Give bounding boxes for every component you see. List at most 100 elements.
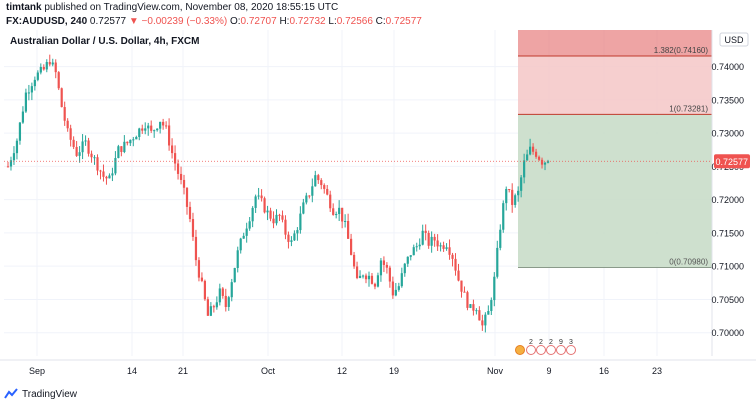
candle-body — [227, 297, 230, 307]
x-tick-label: 23 — [652, 366, 662, 376]
candle-body — [493, 276, 496, 301]
candle-body — [311, 186, 314, 196]
candle-body — [6, 166, 10, 168]
candle-body — [90, 153, 93, 158]
author-name[interactable]: timtank — [6, 2, 42, 13]
candle-body — [102, 171, 105, 177]
candle-body — [173, 153, 177, 164]
y-tick-label: 0.71000 — [711, 262, 744, 272]
candle-body — [27, 92, 30, 94]
candle-body — [320, 180, 323, 186]
candle-body — [135, 136, 138, 140]
candle-body — [415, 246, 418, 248]
time-axis[interactable]: Sep 14 21 Oct 12 19 Nov 9 16 23 — [0, 359, 756, 376]
x-tick-label: Nov — [487, 366, 504, 376]
symbol-label[interactable]: FX:AUDUSD, 240 — [6, 16, 88, 27]
candle-body — [24, 92, 28, 112]
candle-body — [287, 234, 290, 242]
candle-body — [490, 300, 493, 311]
candle-body — [376, 275, 380, 287]
candle-body — [332, 208, 335, 215]
candle-body — [114, 158, 117, 174]
candle-body — [212, 306, 215, 308]
candle-body — [36, 72, 39, 80]
y-tick-label: 0.72000 — [711, 195, 744, 205]
candle-body — [352, 254, 356, 267]
candle-body — [159, 121, 162, 129]
y-tick-label: 0.74000 — [711, 62, 744, 72]
candle-body — [481, 320, 484, 326]
event-count: 2 — [549, 339, 553, 346]
candle-body — [147, 125, 150, 129]
candle-body — [475, 310, 478, 312]
flag-icon — [515, 345, 525, 355]
candle-body — [543, 162, 547, 165]
candle-body — [439, 245, 442, 247]
candle-body — [45, 62, 48, 70]
candle-body — [412, 247, 415, 256]
symbol-line: FX:AUDUSD, 240 0.72577 ▼ −0.00239 (−0.33… — [6, 16, 422, 27]
candle-body — [436, 240, 439, 247]
event-marker — [556, 345, 566, 355]
candle-body — [141, 128, 144, 131]
candle-body — [120, 146, 123, 152]
last-price-tag — [714, 154, 750, 169]
candle-body — [511, 189, 514, 205]
candle-body — [418, 244, 421, 247]
candle-body — [397, 286, 400, 290]
candle-body — [531, 146, 535, 152]
candle-body — [215, 302, 218, 308]
candle-body — [290, 240, 293, 242]
candle-body — [302, 202, 305, 214]
y-tick-label: 0.71500 — [711, 228, 744, 238]
candle-body — [108, 175, 111, 179]
candle-body — [472, 304, 475, 311]
candle-body — [314, 175, 317, 187]
candle-body — [400, 273, 403, 287]
candle-body — [209, 306, 212, 316]
fib-extension-tool[interactable]: 1.382(0.74160) 1(0.73281) 0(0.70980) — [518, 30, 712, 269]
candle-body — [326, 188, 329, 195]
candle-body — [78, 152, 81, 156]
candle-body — [534, 151, 538, 157]
candle-body — [39, 66, 42, 73]
event-count: 9 — [559, 339, 563, 346]
event-marker — [566, 345, 576, 355]
x-tick-label: Sep — [29, 366, 45, 376]
currency-label: USD — [724, 35, 744, 45]
candle-body — [317, 175, 320, 181]
candle-body — [370, 275, 374, 284]
event-marker — [526, 345, 536, 355]
price-axis[interactable]: USD0.740000.735000.730000.725000.720000.… — [711, 30, 750, 356]
candle-body — [546, 161, 550, 163]
x-tick-label: 12 — [337, 366, 347, 376]
candle-body — [260, 195, 263, 199]
candle-body — [138, 128, 141, 137]
candle-body — [126, 141, 129, 144]
candle-body — [385, 264, 388, 268]
candle-body — [176, 163, 180, 174]
candle-body — [502, 203, 505, 230]
published-text: published on TradingView.com, November 0… — [44, 2, 339, 13]
currency-box — [719, 32, 749, 47]
candle-body — [275, 214, 278, 224]
candle-body — [150, 125, 153, 131]
candle-body — [433, 236, 436, 241]
candle-body — [81, 141, 84, 153]
x-tick-label: 21 — [178, 366, 188, 376]
candle-body — [93, 157, 96, 159]
event-count: 3 — [569, 339, 573, 346]
candle-body — [69, 128, 72, 140]
x-tick-label: 9 — [546, 366, 551, 376]
candle-body — [391, 281, 394, 296]
brand-name[interactable]: TradingView — [22, 388, 78, 400]
candle-body — [296, 230, 299, 234]
candle-body — [156, 128, 159, 131]
candle-body — [105, 176, 108, 179]
candle-body — [63, 107, 66, 121]
candle-body — [54, 62, 57, 73]
candle-body — [224, 295, 227, 307]
tradingview-logo-icon — [4, 388, 18, 399]
